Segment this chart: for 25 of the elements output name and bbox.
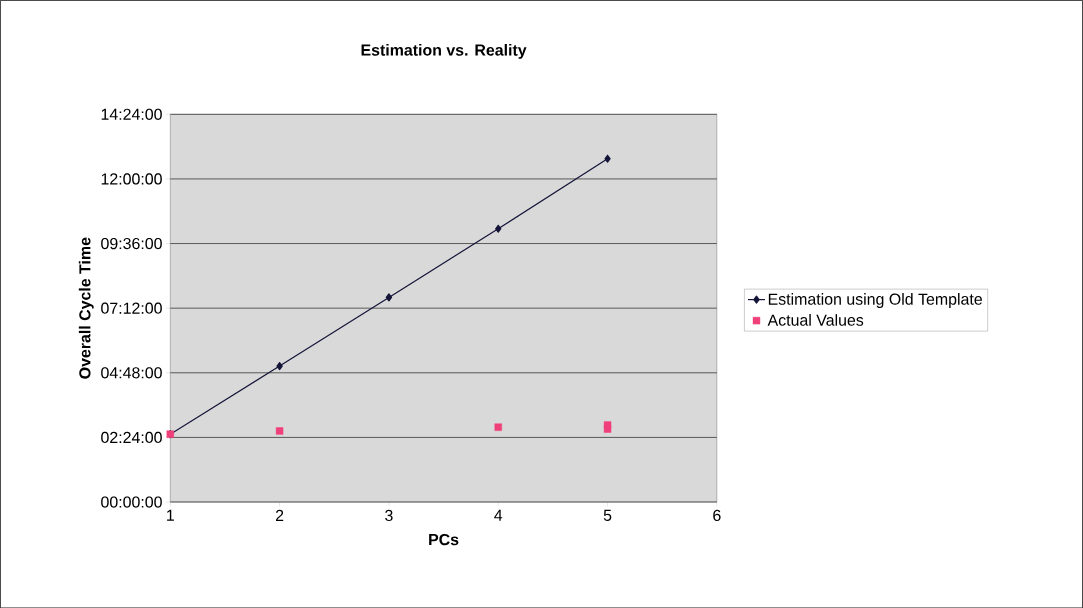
point xyxy=(275,427,284,435)
y-tick-label: 02:24:00 xyxy=(101,431,162,443)
y-tick-label: 09:36:00 xyxy=(101,237,162,250)
y-tick-label: 12:00:00 xyxy=(101,173,162,185)
x-axis-title: PCs xyxy=(429,533,459,545)
x-tick-label: 1 xyxy=(167,509,174,521)
y-axis-title: Overall Cycle Time xyxy=(78,237,94,379)
y-tick-label: 04:48:00 xyxy=(101,366,162,379)
point xyxy=(604,154,611,163)
x-tick-label: 4 xyxy=(494,509,503,521)
point xyxy=(495,224,502,233)
point xyxy=(494,423,502,431)
y-tick-label: 00:00:00 xyxy=(101,496,162,508)
chart-title: Estimation vs. Reality xyxy=(361,43,527,59)
x-tick-label: 6 xyxy=(713,509,721,521)
point xyxy=(276,361,283,370)
x-tick-label: 5 xyxy=(603,509,612,521)
x-tick-label: 2 xyxy=(275,509,284,521)
point xyxy=(603,425,612,433)
x-tick-label: 3 xyxy=(385,509,393,521)
y-tick-label: 07:12:00 xyxy=(101,302,162,314)
legend-label: Estimation using Old Template xyxy=(768,292,982,308)
legend-label: Actual Values xyxy=(767,313,864,326)
y-tick-label: 14:24:00 xyxy=(101,108,162,120)
point xyxy=(385,293,393,302)
